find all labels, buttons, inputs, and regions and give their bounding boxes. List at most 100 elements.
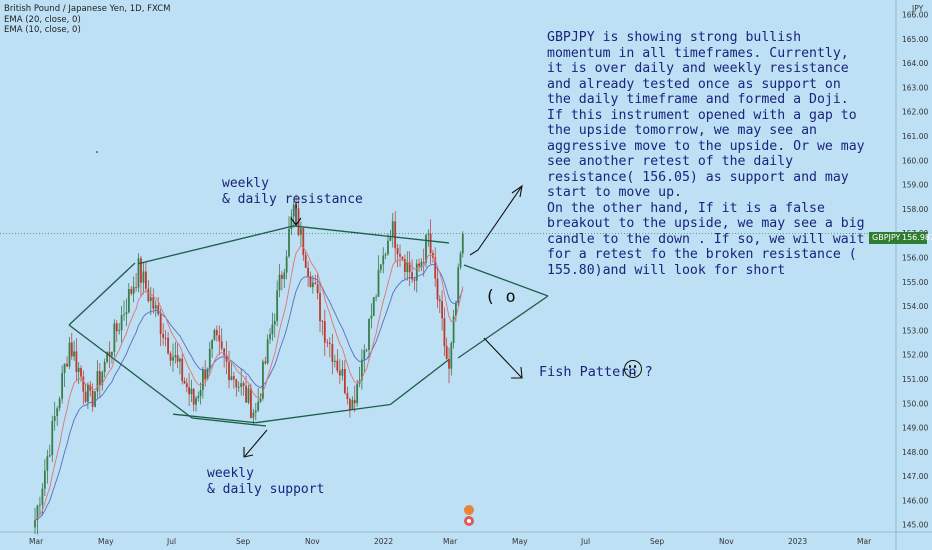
y-tick-label: 146.00 <box>902 496 928 505</box>
candle-body <box>406 262 409 273</box>
candle-body <box>190 388 193 395</box>
x-tick-label: May <box>98 537 114 546</box>
candle-body <box>56 408 59 417</box>
candle-body <box>356 383 359 404</box>
smiley-icon <box>624 360 642 378</box>
candle-body <box>127 289 130 313</box>
candle-body <box>101 372 104 385</box>
x-tick-label: May <box>512 537 528 546</box>
candle-body <box>331 343 334 362</box>
support-arrow <box>244 429 268 457</box>
candle-body <box>94 391 96 407</box>
candle-body <box>427 233 430 235</box>
candle-body <box>144 271 147 289</box>
candle-body <box>135 287 137 288</box>
candle-body <box>197 396 200 399</box>
candle-body <box>68 342 71 367</box>
ema20-line <box>34 263 464 521</box>
candle-body <box>213 330 216 340</box>
candle-body <box>232 376 235 380</box>
y-tick-label: 161.00 <box>902 132 928 141</box>
candle-body <box>370 315 373 319</box>
candle-body <box>399 254 401 257</box>
candle-body <box>252 412 255 418</box>
candle-body <box>266 339 269 364</box>
candle-body <box>375 296 378 298</box>
support-trendline <box>172 413 256 424</box>
candle-body <box>51 421 54 456</box>
price-axis-bg <box>896 0 932 550</box>
candle-body <box>384 254 387 256</box>
y-tick-label: 158.00 <box>902 205 928 214</box>
candle-body <box>58 398 61 409</box>
y-tick-label: 164.00 <box>902 59 928 68</box>
candle-body <box>53 416 56 422</box>
candle-body <box>455 302 457 317</box>
y-tick-label: 154.00 <box>902 302 928 311</box>
resistance-label: weekly & daily resistance <box>222 176 363 207</box>
candle-body <box>142 271 145 283</box>
candle-body <box>211 339 213 349</box>
candle-body <box>389 237 392 241</box>
candle-body <box>408 262 411 273</box>
dividend-icon-center <box>467 519 471 523</box>
candle-body <box>176 355 179 362</box>
candle-body <box>215 330 218 336</box>
candle-body <box>387 240 389 255</box>
candle-body <box>39 504 41 506</box>
candle-body <box>377 269 380 297</box>
candle-body <box>288 228 290 257</box>
trendlines <box>138 225 450 424</box>
fish-eye: ( o <box>485 287 516 307</box>
candle-body <box>323 321 326 343</box>
candle-body <box>336 360 339 371</box>
candle-body <box>247 388 250 403</box>
price-tag-value: 156.982 <box>902 233 932 242</box>
y-tick-label: 155.00 <box>902 278 928 287</box>
candle-body <box>48 455 51 457</box>
candle-body <box>422 262 425 263</box>
candle-body <box>302 228 305 256</box>
last-price-tag[interactable]: GBPJPY 156.982 <box>869 232 932 244</box>
candle-body <box>183 380 186 384</box>
candle-body <box>309 276 312 288</box>
candle-body <box>242 383 245 386</box>
chart-legend: British Pound / Japanese Yen, 1D, FXCM E… <box>4 4 170 36</box>
candle-body <box>91 390 94 407</box>
candle-body <box>441 301 443 319</box>
support-arrow-head <box>243 447 254 458</box>
candle-body <box>154 305 157 309</box>
candle-body <box>259 398 262 402</box>
candle-body <box>365 349 368 351</box>
y-tick-label: 145.00 <box>902 521 928 530</box>
candle-body <box>304 255 307 268</box>
candle-body <box>140 258 142 283</box>
candle-body <box>314 282 317 285</box>
x-tick-label: Sep <box>236 537 250 546</box>
candle-body <box>167 337 169 354</box>
down-arrow-head <box>511 366 523 379</box>
candle-body <box>41 488 44 505</box>
candle-body <box>120 315 123 331</box>
analysis-note: GBPJPY is showing strong bullish momentu… <box>547 30 865 278</box>
candle-body <box>181 358 184 381</box>
candle-body <box>106 351 109 362</box>
candle-body <box>448 359 450 369</box>
candle-body <box>82 376 85 392</box>
y-tick-label: 147.00 <box>902 472 928 481</box>
ema10-legend: EMA (10, close, 0) <box>4 25 81 35</box>
candle-body <box>321 321 324 322</box>
y-tick-label: 149.00 <box>902 424 928 433</box>
candle-body <box>123 314 125 316</box>
fish-outline-line <box>68 262 136 326</box>
candle-body <box>411 272 413 280</box>
candle-body <box>118 330 121 332</box>
support-label: weekly & daily support <box>207 466 325 497</box>
resistance-arrow-head <box>290 217 302 226</box>
x-tick-label: Jul <box>166 537 176 546</box>
x-tick-label: Nov <box>719 537 734 546</box>
candle-body <box>206 368 209 380</box>
candle-body <box>132 287 135 294</box>
candle-body <box>34 520 36 528</box>
